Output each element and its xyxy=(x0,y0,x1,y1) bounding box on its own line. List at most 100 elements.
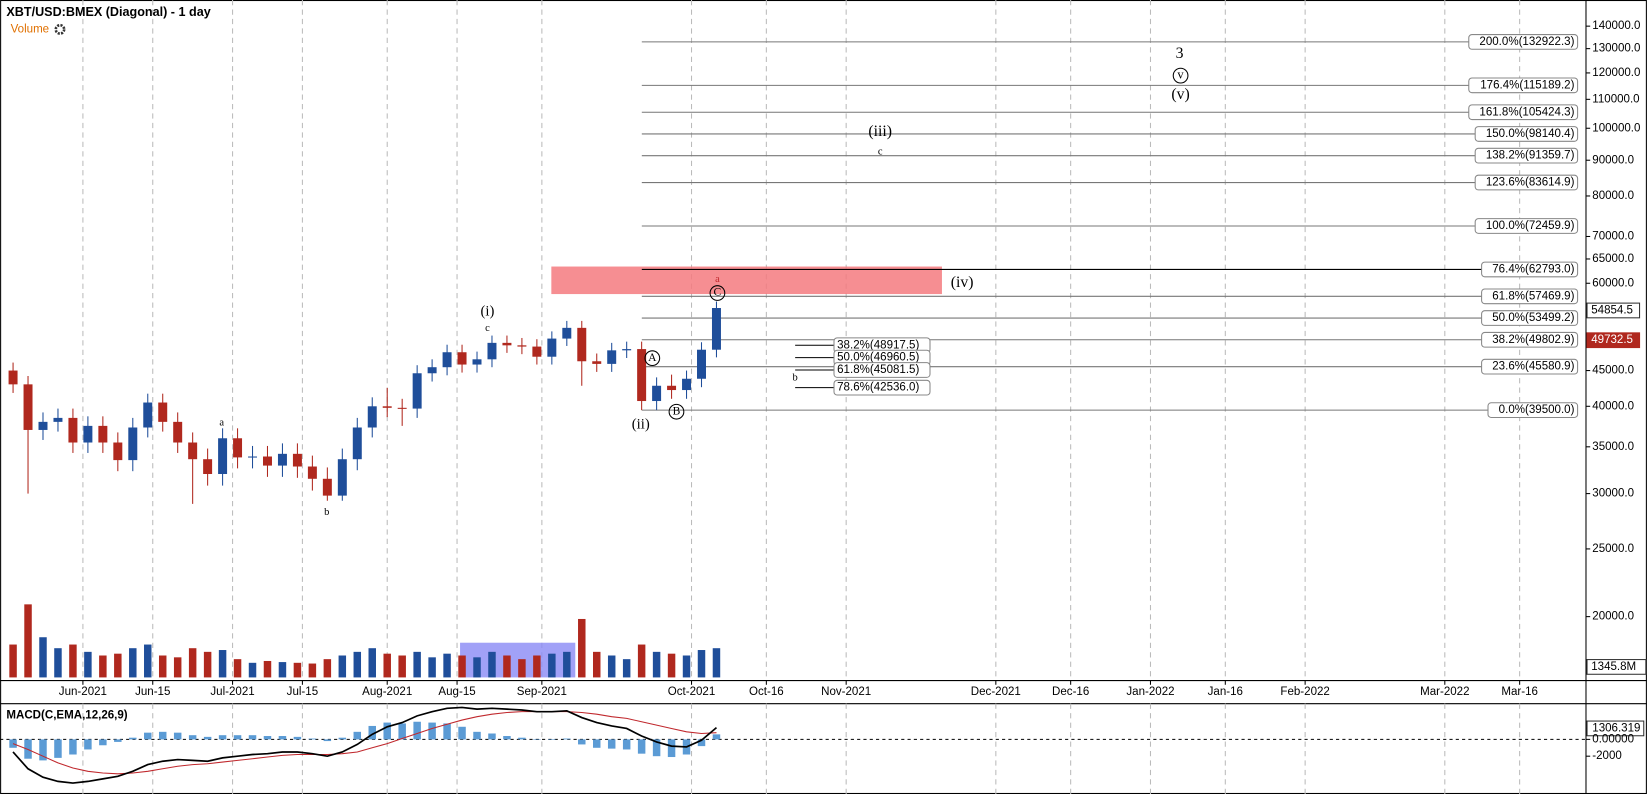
candle-body xyxy=(158,402,168,422)
fib-label-box xyxy=(1481,331,1579,348)
price-marker xyxy=(1586,302,1641,319)
volume-bar xyxy=(308,663,317,678)
fib-label: 61.8%(45081.5) xyxy=(837,364,919,376)
wave-label: B xyxy=(673,405,681,417)
volume-bar xyxy=(398,655,406,678)
x-tick-label: Dec-2021 xyxy=(971,686,1021,698)
y-tick-label: 60000.0 xyxy=(1592,277,1634,289)
macd-histogram xyxy=(293,736,302,740)
fib-label-box xyxy=(1468,34,1579,50)
candle-body xyxy=(637,349,647,402)
volume-bar xyxy=(338,655,347,678)
macd-histogram xyxy=(69,739,77,755)
wave-label: a xyxy=(219,418,224,429)
settings-icon[interactable] xyxy=(54,23,66,35)
wave-label: 3 xyxy=(1176,45,1184,62)
candle-body xyxy=(203,459,213,475)
volume-bar xyxy=(383,653,391,678)
target-zone xyxy=(551,266,942,295)
macd-histogram xyxy=(697,739,706,747)
fib-label-box xyxy=(833,362,931,378)
candle-body xyxy=(262,456,272,466)
y-tick-label: 110000.0 xyxy=(1592,93,1639,105)
x-tick-label: Jun-2021 xyxy=(59,686,107,698)
volume-bar xyxy=(443,653,451,678)
wave-label: A xyxy=(648,352,657,364)
volume-title[interactable]: Volume xyxy=(11,23,50,35)
macd-histogram xyxy=(338,737,347,740)
volume-bar xyxy=(652,651,661,678)
macd-histogram xyxy=(158,731,167,740)
volume-bar xyxy=(248,662,257,678)
macd-histogram xyxy=(129,737,137,740)
macd-histogram xyxy=(458,726,466,740)
volume-bar xyxy=(368,648,376,678)
candle-body xyxy=(577,327,587,362)
wave-label: a xyxy=(715,274,720,285)
fib-label-box xyxy=(1481,288,1579,305)
y-tick-label: 70000.0 xyxy=(1592,231,1634,243)
wave-circle xyxy=(709,285,726,301)
price-marker-label: 54854.5 xyxy=(1591,305,1633,317)
fib-label: 138.2%(91359.7) xyxy=(1486,150,1575,162)
price-marker xyxy=(1586,332,1641,349)
fib-label: 123.6%(83614.9) xyxy=(1486,177,1575,189)
volume-bar xyxy=(9,644,17,678)
candle-body xyxy=(711,308,721,350)
volume-bar xyxy=(353,651,362,678)
volume-bar xyxy=(144,644,152,678)
volume-bar xyxy=(682,655,691,678)
candle-body xyxy=(307,466,317,479)
volume-bar xyxy=(99,655,107,678)
candle-body xyxy=(83,425,93,443)
y-tick-label: 40000.0 xyxy=(1592,400,1634,412)
volume-scale-label: 1345.8M xyxy=(1591,661,1636,673)
volume-bar xyxy=(413,651,421,678)
y-tick-label: 130000.0 xyxy=(1592,43,1640,55)
candle-body xyxy=(442,352,452,368)
macd-histogram xyxy=(233,735,242,740)
volume-bar xyxy=(503,655,511,678)
y-tick-label: 0.00000 xyxy=(1592,733,1634,745)
wave-circle xyxy=(644,350,661,367)
volume-bar xyxy=(533,655,541,678)
macd-histogram xyxy=(368,725,376,740)
wave-label: C xyxy=(714,287,722,299)
candle-body xyxy=(592,361,602,364)
fib-label-box xyxy=(833,379,931,396)
fib-label-box xyxy=(1481,261,1579,278)
candle-body xyxy=(337,459,347,496)
volume-bar xyxy=(488,651,496,678)
volume-bar xyxy=(548,653,556,678)
volume-bar xyxy=(473,657,481,678)
fib-label: 61.8%(57469.9) xyxy=(1492,290,1574,302)
candle-body xyxy=(622,349,632,351)
candle-body xyxy=(532,346,542,357)
candle-body xyxy=(607,350,617,364)
wave-label: (v) xyxy=(1171,86,1189,103)
candle-body xyxy=(53,417,63,422)
macd-histogram xyxy=(518,737,526,740)
macd-histogram xyxy=(712,734,721,740)
candle-body xyxy=(98,425,108,443)
volume-bar xyxy=(24,604,32,678)
macd-histogram xyxy=(203,736,212,740)
candle-body xyxy=(233,438,243,458)
fib-label: 38.2%(49802.9) xyxy=(1492,334,1574,346)
candle-body xyxy=(143,402,153,428)
x-tick-label: Jul-15 xyxy=(287,686,318,698)
wave-label: (iv) xyxy=(951,274,974,291)
fib-label: 50.0%(53499.2) xyxy=(1492,312,1574,324)
candle-body xyxy=(8,370,18,385)
fib-label-box xyxy=(1487,402,1579,418)
y-tick-label: 30000.0 xyxy=(1592,488,1634,500)
fib-label: 0.0%(39500.0) xyxy=(1499,404,1575,416)
macd-histogram xyxy=(84,739,92,750)
macd-line xyxy=(12,706,718,784)
macd-histogram xyxy=(188,735,197,740)
macd-histogram xyxy=(248,735,257,740)
x-tick-label: Aug-15 xyxy=(438,686,475,698)
volume-bar xyxy=(203,651,212,678)
candle-body xyxy=(23,384,33,430)
